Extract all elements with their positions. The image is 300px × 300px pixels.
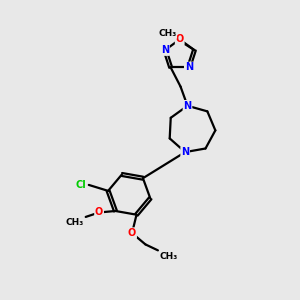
Text: CH₃: CH₃ <box>158 29 177 38</box>
Text: O: O <box>95 208 103 218</box>
Text: N: N <box>183 101 191 111</box>
Text: CH₃: CH₃ <box>159 252 178 261</box>
Text: O: O <box>176 34 184 44</box>
Text: N: N <box>161 45 169 55</box>
Text: N: N <box>181 147 189 157</box>
Text: Cl: Cl <box>75 180 86 190</box>
Text: O: O <box>128 228 136 238</box>
Text: N: N <box>185 62 193 72</box>
Text: CH₃: CH₃ <box>66 218 84 227</box>
